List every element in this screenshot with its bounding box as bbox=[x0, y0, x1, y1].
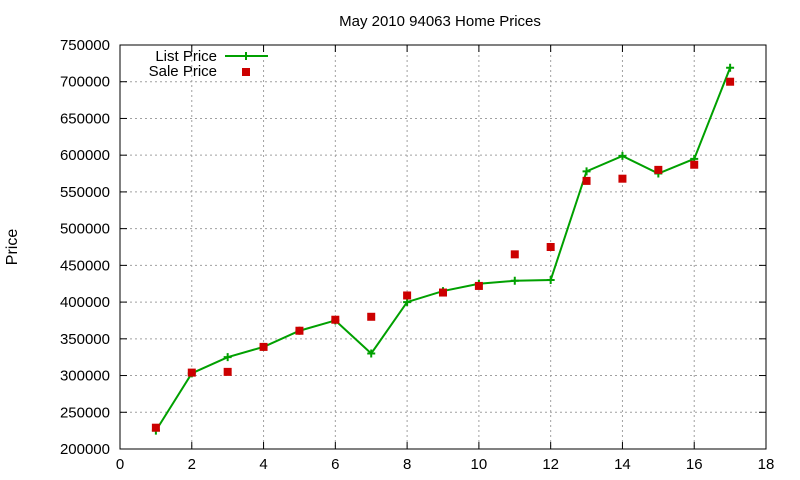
sale-price-point bbox=[403, 291, 412, 300]
sale-price-point bbox=[618, 174, 627, 183]
y-tick-label: 450000 bbox=[60, 257, 110, 274]
x-tick-label: 18 bbox=[758, 456, 775, 473]
y-tick-label: 750000 bbox=[60, 37, 110, 54]
grid-lines bbox=[120, 45, 766, 449]
y-axis-label: Price bbox=[4, 229, 21, 266]
sale-price-point bbox=[295, 326, 304, 335]
sale-price-point bbox=[546, 243, 555, 251]
legend: List Price Sale Price bbox=[149, 48, 268, 80]
x-tick-label: 10 bbox=[471, 456, 488, 473]
list-price-point bbox=[223, 353, 232, 362]
list-price-point bbox=[546, 276, 555, 285]
sale-price-point bbox=[187, 368, 196, 377]
y-tick-label: 650000 bbox=[60, 110, 110, 127]
legend-marker-list-price bbox=[242, 52, 250, 60]
y-tick-label: 350000 bbox=[60, 331, 110, 348]
list-price-point bbox=[726, 63, 735, 72]
list-price-point bbox=[582, 167, 591, 176]
y-tick-label: 250000 bbox=[60, 404, 110, 421]
sale-price-point bbox=[151, 423, 160, 432]
sale-price-point bbox=[331, 315, 340, 324]
axes: 0 2 4 6 8 10 12 14 16 18 200000 250000 300000 350000 4… bbox=[60, 37, 774, 473]
legend-label-sale-price: Sale Price bbox=[149, 63, 217, 80]
sale-price-point bbox=[582, 176, 591, 185]
list-price-line bbox=[155, 67, 732, 432]
x-tick-label: 4 bbox=[259, 456, 267, 473]
list-price-point bbox=[618, 151, 627, 160]
list-price-point bbox=[510, 276, 519, 285]
sale-price-point bbox=[510, 250, 519, 259]
x-tick-label: 0 bbox=[116, 456, 124, 473]
sale-price-point bbox=[690, 160, 699, 169]
legend-marker-sale-price bbox=[242, 68, 250, 76]
plot-series bbox=[151, 63, 735, 435]
list-price-point bbox=[367, 349, 376, 358]
y-tick-label: 600000 bbox=[60, 147, 110, 164]
y-tick-label: 700000 bbox=[60, 74, 110, 91]
y-tick-label: 300000 bbox=[60, 368, 110, 385]
plot-frame bbox=[119, 44, 767, 450]
sale-price-point bbox=[726, 77, 735, 86]
y-tick-label: 500000 bbox=[60, 221, 110, 238]
sale-price-point bbox=[474, 281, 483, 290]
x-tick-label: 14 bbox=[614, 456, 631, 473]
x-tick-label: 8 bbox=[403, 456, 411, 473]
sale-price-point bbox=[367, 312, 376, 321]
sale-price-point bbox=[654, 165, 663, 174]
series-list-price bbox=[151, 63, 735, 435]
sale-price-point bbox=[259, 342, 268, 351]
y-tick-label: 400000 bbox=[60, 294, 110, 311]
x-tick-label: 6 bbox=[331, 456, 339, 473]
x-tick-label: 16 bbox=[686, 456, 703, 473]
chart-title: May 2010 94063 Home Prices bbox=[339, 13, 541, 30]
sale-price-point bbox=[439, 288, 447, 297]
y-tick-label: 550000 bbox=[60, 184, 110, 201]
series-sale-price bbox=[151, 77, 735, 432]
sale-price-point bbox=[223, 367, 232, 376]
y-tick-label: 200000 bbox=[60, 441, 110, 458]
x-tick-label: 12 bbox=[542, 456, 559, 473]
legend-label-list-price: List Price bbox=[155, 48, 217, 65]
x-tick-label: 2 bbox=[188, 456, 196, 473]
